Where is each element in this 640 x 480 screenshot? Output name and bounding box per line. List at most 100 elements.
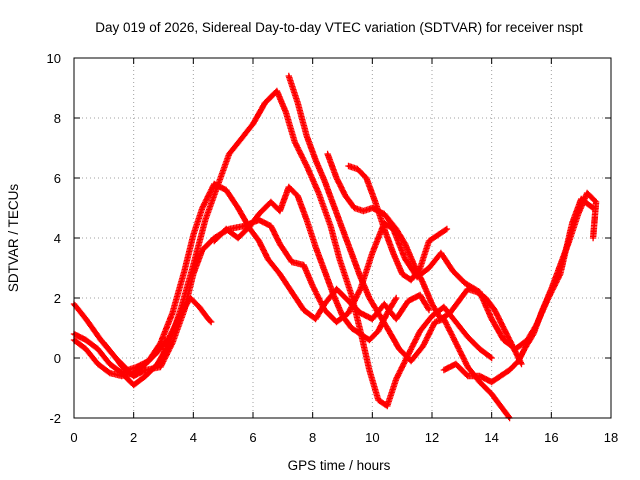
- data-point: [210, 320, 213, 324]
- data-point: [326, 152, 329, 156]
- data-point: [335, 287, 338, 291]
- data-point: [511, 344, 514, 348]
- data-point: [350, 251, 353, 255]
- data-point: [475, 290, 478, 294]
- data-point: [248, 224, 252, 228]
- data-point: [517, 359, 520, 363]
- data-point: [359, 311, 362, 315]
- x-tick-label: 14: [484, 430, 498, 445]
- data-point: [132, 383, 135, 387]
- data-point: [99, 338, 103, 342]
- data-point: [439, 251, 443, 255]
- data-point: [207, 317, 210, 321]
- data-point: [371, 251, 374, 255]
- data-point: [359, 332, 362, 336]
- data-point: [296, 194, 299, 198]
- data-point: [290, 260, 293, 264]
- data-point: [257, 239, 261, 243]
- data-point: [436, 233, 440, 237]
- data-point: [335, 320, 338, 324]
- data-point: [171, 311, 174, 315]
- data-point: [502, 338, 505, 342]
- data-point: [317, 191, 320, 195]
- data-point: [305, 134, 308, 138]
- data-point: [314, 245, 317, 249]
- data-point: [523, 347, 526, 351]
- data-point: [353, 206, 356, 210]
- data-point: [559, 263, 562, 267]
- data-point: [427, 266, 431, 270]
- data-point: [108, 371, 112, 375]
- data-point: [257, 212, 261, 216]
- data-point: [347, 299, 350, 303]
- data-point: [338, 257, 341, 261]
- y-tick-label: 4: [54, 231, 61, 246]
- data-point: [409, 359, 413, 363]
- data-point: [147, 359, 150, 363]
- data-point: [359, 287, 362, 291]
- data-point: [201, 206, 204, 210]
- data-point: [108, 362, 112, 366]
- y-tick-label: 6: [54, 171, 61, 186]
- data-point: [251, 122, 255, 126]
- data-point: [314, 158, 317, 162]
- data-point: [347, 311, 350, 315]
- data-point: [377, 311, 380, 315]
- data-point: [490, 392, 493, 396]
- data-point: [466, 287, 469, 291]
- data-point: [132, 371, 135, 375]
- data-point: [457, 299, 461, 303]
- data-point: [84, 338, 88, 342]
- data-point: [418, 266, 422, 270]
- data-point: [377, 329, 380, 333]
- data-point: [550, 287, 553, 291]
- data-point: [347, 164, 350, 168]
- data-point: [180, 311, 183, 315]
- x-tick-label: 4: [190, 430, 197, 445]
- data-point: [454, 362, 458, 366]
- series-track-8: [345, 162, 451, 284]
- chart-title: Day 019 of 2026, Sidereal Day-to-day VTE…: [95, 20, 583, 35]
- data-point: [263, 101, 267, 105]
- data-point: [305, 218, 308, 222]
- data-point: [520, 362, 523, 366]
- data-point: [192, 263, 195, 267]
- data-point: [577, 212, 580, 216]
- data-point: [451, 269, 455, 273]
- data-point: [227, 152, 231, 156]
- data-point: [433, 320, 437, 324]
- data-point: [493, 308, 496, 312]
- data-point: [430, 314, 434, 318]
- x-axis-label: GPS time / hours: [288, 458, 391, 473]
- data-point: [406, 299, 410, 303]
- data-point: [225, 188, 228, 192]
- data-point: [368, 368, 371, 372]
- data-point: [371, 206, 374, 210]
- x-tick-label: 8: [309, 430, 316, 445]
- data-point: [183, 269, 186, 273]
- data-point: [341, 227, 344, 231]
- x-tick-label: 12: [425, 430, 439, 445]
- data-point: [269, 200, 273, 204]
- data-point: [323, 302, 326, 306]
- x-tick-label: 10: [365, 430, 379, 445]
- x-tick-label: 18: [604, 430, 618, 445]
- data-point: [159, 341, 162, 345]
- data-point: [278, 242, 282, 246]
- data-point: [454, 320, 458, 324]
- data-point: [323, 179, 326, 183]
- data-point: [144, 368, 147, 372]
- data-point: [204, 218, 207, 222]
- data-point: [409, 278, 413, 282]
- y-tick-label: 2: [54, 291, 61, 306]
- data-point: [275, 89, 279, 93]
- data-point: [484, 296, 487, 300]
- data-point: [201, 248, 204, 252]
- data-point: [541, 308, 544, 312]
- data-point: [344, 194, 347, 198]
- data-point: [350, 326, 353, 330]
- series-track-9: [440, 189, 600, 386]
- data-point: [341, 314, 344, 318]
- data-point: [135, 365, 138, 369]
- data-point: [296, 101, 299, 105]
